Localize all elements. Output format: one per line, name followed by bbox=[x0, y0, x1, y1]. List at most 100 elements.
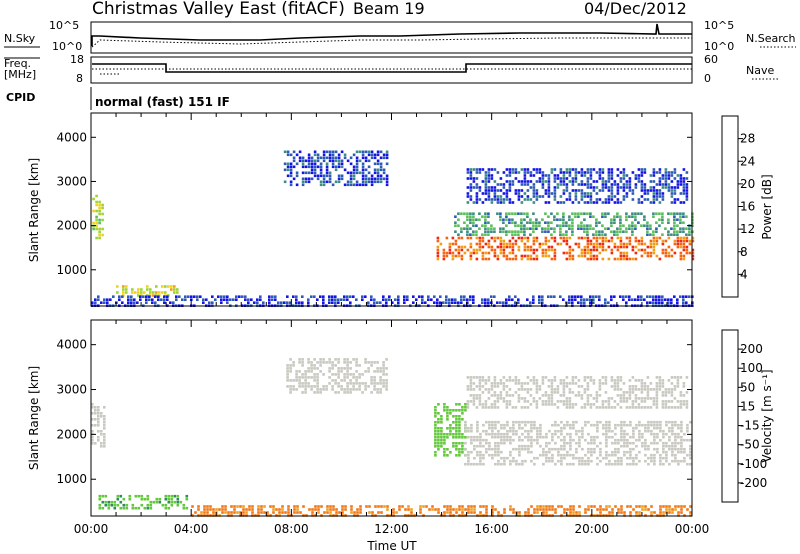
data-cell bbox=[613, 379, 617, 382]
data-cell bbox=[565, 376, 569, 379]
data-cell bbox=[517, 171, 521, 174]
velocity-x-axis bbox=[90, 320, 693, 516]
data-cell bbox=[646, 251, 650, 255]
data-cell bbox=[589, 215, 592, 218]
data-cell bbox=[607, 403, 611, 406]
data-cell bbox=[230, 505, 233, 508]
data-cell bbox=[520, 254, 524, 258]
data-cell bbox=[194, 511, 197, 514]
data-cell bbox=[638, 420, 641, 424]
data-cell bbox=[484, 221, 487, 224]
data-cell bbox=[571, 201, 575, 204]
data-cell bbox=[584, 453, 587, 457]
data-cell bbox=[589, 254, 593, 258]
data-cell bbox=[526, 195, 530, 198]
data-cell bbox=[301, 382, 304, 385]
data-cell bbox=[109, 298, 112, 301]
data-cell bbox=[685, 233, 688, 236]
data-cell bbox=[95, 203, 98, 207]
data-cell bbox=[485, 511, 488, 514]
data-cell bbox=[440, 433, 443, 436]
data-cell bbox=[589, 195, 593, 198]
data-cell bbox=[97, 439, 100, 442]
data-cell bbox=[607, 301, 610, 304]
data-cell bbox=[682, 245, 686, 249]
data-cell bbox=[568, 382, 572, 385]
data-cell bbox=[619, 254, 623, 258]
data-cell bbox=[655, 400, 659, 403]
data-cell bbox=[572, 462, 575, 466]
data-cell bbox=[337, 373, 340, 376]
data-cell bbox=[635, 438, 638, 442]
data-cell bbox=[310, 295, 313, 298]
data-cell bbox=[419, 505, 422, 508]
data-cell bbox=[680, 429, 683, 433]
data-cell bbox=[620, 432, 623, 436]
data-cell bbox=[472, 248, 476, 252]
data-cell bbox=[524, 435, 527, 439]
data-cell bbox=[658, 385, 662, 388]
data-cell bbox=[595, 257, 599, 261]
data-cell bbox=[322, 301, 325, 304]
data-cell bbox=[307, 153, 311, 157]
data-cell bbox=[512, 429, 515, 433]
data-cell bbox=[671, 447, 674, 451]
data-cell bbox=[382, 385, 385, 388]
data-cell bbox=[586, 403, 590, 406]
data-cell bbox=[619, 186, 623, 189]
data-cell bbox=[523, 174, 527, 177]
data-cell bbox=[335, 511, 338, 514]
data-cell bbox=[200, 511, 203, 514]
data-cell bbox=[646, 385, 650, 388]
data-cell bbox=[440, 421, 443, 424]
data-cell bbox=[550, 248, 554, 252]
data-cell bbox=[331, 364, 334, 367]
data-cell bbox=[673, 192, 677, 195]
data-cell bbox=[595, 236, 599, 240]
data-cell bbox=[580, 298, 583, 301]
data-cell bbox=[307, 156, 311, 160]
data-cell bbox=[94, 301, 97, 304]
data-cell bbox=[664, 406, 668, 409]
data-cell bbox=[562, 233, 565, 236]
data-cell bbox=[491, 432, 494, 436]
data-cell bbox=[304, 370, 307, 373]
data-cell bbox=[493, 230, 496, 233]
data-cell bbox=[469, 382, 473, 385]
data-cell bbox=[589, 174, 593, 177]
data-cell bbox=[647, 423, 650, 427]
data-cell bbox=[469, 385, 473, 388]
data-cell bbox=[583, 376, 587, 379]
data-cell bbox=[98, 200, 101, 204]
data-cell bbox=[557, 453, 560, 457]
data-cell bbox=[388, 295, 391, 298]
data-cell bbox=[316, 367, 319, 370]
data-cell bbox=[152, 500, 156, 504]
data-cell bbox=[446, 511, 449, 514]
data-cell bbox=[577, 385, 581, 388]
colorbar-tick-label: 200 bbox=[740, 342, 763, 356]
data-cell bbox=[482, 505, 485, 508]
data-cell bbox=[581, 459, 584, 463]
data-cell bbox=[94, 409, 97, 412]
data-cell bbox=[598, 168, 602, 171]
data-cell bbox=[686, 426, 689, 430]
data-cell bbox=[601, 177, 605, 180]
data-cell bbox=[496, 254, 500, 258]
data-cell bbox=[680, 441, 683, 445]
data-cell bbox=[688, 230, 691, 233]
data-cell bbox=[643, 183, 647, 186]
data-cell bbox=[103, 442, 106, 445]
data-cell bbox=[569, 508, 572, 511]
data-cell bbox=[638, 450, 641, 454]
data-cell bbox=[319, 171, 323, 175]
data-cell bbox=[601, 406, 605, 409]
data-cell bbox=[499, 239, 503, 243]
data-cell bbox=[437, 430, 440, 433]
data-cell bbox=[532, 257, 536, 261]
data-cell bbox=[337, 382, 340, 385]
data-cell bbox=[605, 453, 608, 457]
data-cell bbox=[469, 298, 472, 301]
data-cell bbox=[341, 505, 344, 508]
data-cell bbox=[634, 186, 638, 189]
